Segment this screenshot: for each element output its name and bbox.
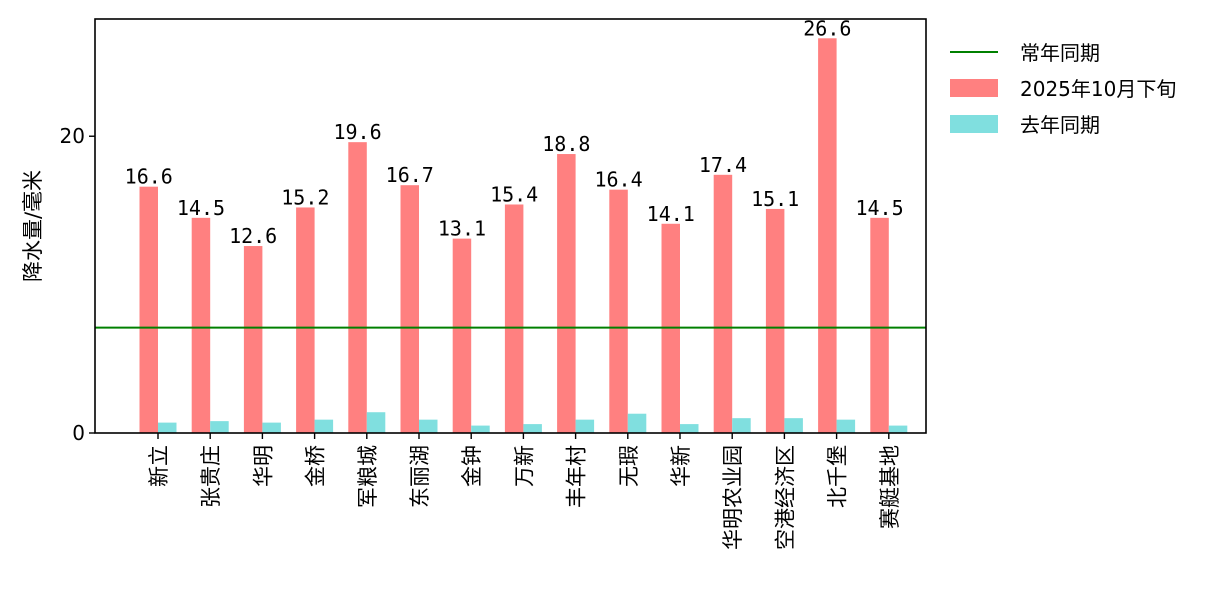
bar-last-year-5 [366, 412, 386, 433]
plot-frame [94, 18, 927, 434]
x-tick-label-12: 华明农业园 [721, 445, 745, 550]
value-label-12: 17.4 [699, 153, 747, 177]
bar-current-10 [609, 189, 628, 433]
legend-label-3: 去年同期 [1020, 113, 1100, 137]
bar-last-year-1 [158, 422, 177, 433]
x-tick-label-8: 万新 [512, 445, 536, 487]
x-tick-label-1: 新立 [147, 445, 171, 487]
x-tick-label-13: 空港经济区 [773, 445, 797, 550]
bar-last-year-12 [732, 418, 751, 433]
bar-current-3 [243, 246, 263, 433]
value-label-11: 14.1 [647, 202, 695, 226]
bar-current-14 [818, 38, 837, 434]
x-tick-label-11: 华新 [669, 445, 693, 487]
bar-current-6 [400, 185, 419, 433]
bar-current-15 [870, 217, 889, 433]
bars-layer [139, 38, 908, 434]
bar-current-4 [296, 207, 315, 433]
bar-last-year-8 [523, 424, 542, 433]
bar-current-5 [348, 142, 367, 433]
bar-last-year-3 [262, 422, 281, 433]
legend-label-2: 2025年10月下旬 [1020, 77, 1176, 101]
value-label-1: 16.6 [125, 165, 173, 189]
value-label-7: 13.1 [438, 217, 486, 241]
bar-last-year-13 [784, 418, 803, 433]
bar-current-1 [139, 186, 158, 433]
x-tick-label-6: 东丽湖 [408, 445, 432, 508]
value-labels-layer: 16.614.512.615.219.616.713.115.418.816.4… [125, 16, 904, 248]
value-label-2: 14.5 [177, 196, 225, 220]
value-label-9: 18.8 [542, 132, 590, 156]
value-label-8: 15.4 [490, 182, 538, 206]
bar-last-year-7 [471, 425, 490, 433]
x-tick-label-9: 丰年村 [565, 445, 589, 508]
x-tick-label-3: 华明 [251, 445, 275, 487]
x-tick-label-15: 赛艇基地 [878, 445, 902, 529]
x-tick-label-7: 金钟 [460, 445, 484, 487]
y-axis-label: 降水量/毫米 [21, 170, 45, 282]
bar-current-12 [713, 174, 733, 433]
x-tick-label-4: 金桥 [304, 445, 328, 487]
bar-last-year-4 [314, 419, 334, 433]
x-tick-label-5: 军粮城 [356, 445, 380, 508]
bar-current-8 [504, 204, 524, 433]
bar-last-year-15 [888, 425, 908, 433]
bar-last-year-9 [575, 419, 595, 433]
value-label-6: 16.7 [386, 163, 434, 187]
legend-swatch-current [950, 79, 998, 97]
value-label-3: 12.6 [229, 224, 277, 248]
bar-last-year-2 [210, 421, 229, 433]
x-tick-label-2: 张贵庄 [199, 445, 223, 508]
y-axis: 0 20 [60, 124, 95, 445]
value-label-5: 19.6 [333, 120, 381, 144]
bar-current-2 [191, 217, 211, 433]
bar-current-7 [452, 238, 472, 433]
x-axis: 新立 张贵庄 华明 金桥 军粮城 东丽湖 金钟 万新 丰年村 无瑕 华新 华明农业园 空港经济区 北千堡 赛… [147, 433, 902, 550]
value-label-14: 26.6 [803, 16, 851, 40]
bar-last-year-14 [836, 419, 856, 433]
y-tick-label-2: 20 [60, 124, 85, 148]
bar-last-year-11 [680, 424, 699, 433]
x-tick-label-10: 无瑕 [617, 445, 641, 487]
bar-current-13 [765, 208, 785, 433]
bar-last-year-10 [627, 413, 647, 433]
x-tick-label-14: 北千堡 [826, 445, 850, 508]
legend-label-1: 常年同期 [1020, 41, 1100, 65]
legend-swatch-last-year [950, 115, 998, 133]
value-label-15: 14.5 [855, 196, 903, 220]
bar-current-9 [557, 154, 576, 433]
value-label-4: 15.2 [281, 185, 329, 209]
value-label-13: 15.1 [751, 187, 799, 211]
bar-last-year-6 [419, 419, 438, 433]
value-label-10: 16.4 [594, 168, 642, 192]
y-tick-label-1: 0 [72, 421, 85, 445]
